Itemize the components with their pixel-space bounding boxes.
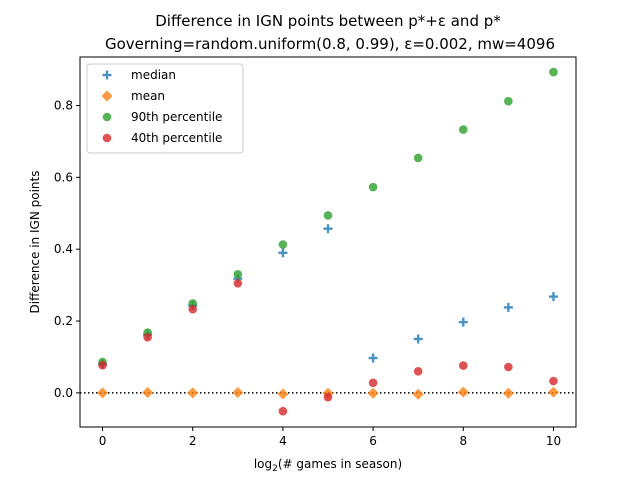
data-point: [458, 361, 468, 370]
data-point: [549, 67, 558, 77]
legend-marker: [102, 133, 112, 143]
data-point: [142, 387, 154, 399]
legend-label: 90th percentile: [131, 110, 222, 124]
data-point: [278, 406, 288, 416]
data-point: [233, 270, 243, 279]
x-axis-label-subscript: 2: [272, 464, 278, 474]
legend-marker: [102, 112, 112, 122]
data-point: [503, 302, 513, 312]
x-axis-label-prefix: log: [254, 457, 272, 471]
data-point: [413, 367, 423, 376]
data-point: [502, 387, 514, 399]
legend-label: 40th percentile: [131, 131, 222, 145]
y-tick-label: 0.6: [54, 170, 73, 184]
legend-label: median: [131, 68, 176, 82]
x-tick-label: 6: [369, 434, 377, 448]
y-axis: 0.0 0.2 0.4 0.6 0.8: [54, 98, 80, 400]
data-point: [323, 224, 333, 234]
data-point: [368, 353, 378, 363]
data-point: [367, 387, 379, 399]
y-axis-label: Difference in IGN points: [28, 171, 42, 314]
x-axis-label-suffix: (# games in season): [278, 457, 402, 471]
series-median: [98, 224, 558, 369]
data-point: [232, 387, 244, 399]
data-point: [368, 378, 378, 388]
y-tick-label: 0.4: [54, 242, 73, 256]
x-tick-label: 8: [459, 434, 467, 448]
data-point: [97, 387, 109, 399]
legend-marker: [102, 70, 112, 80]
legend: median mean 90th percentile 40th percentile: [86, 63, 244, 154]
data-point: [504, 362, 513, 372]
y-tick-label: 0.8: [54, 98, 73, 112]
series-40th-percentile: [98, 279, 558, 416]
data-point: [188, 304, 198, 314]
legend-marker: [101, 90, 113, 102]
data-point: [547, 386, 559, 398]
data-point: [278, 240, 288, 249]
data-point: [278, 248, 288, 258]
chart-title: Difference in IGN points between p*+ε an…: [155, 12, 501, 30]
data-point: [143, 332, 152, 342]
x-tick-label: 2: [189, 434, 197, 448]
legend-label: mean: [131, 89, 165, 103]
data-marks: [97, 67, 559, 416]
data-point: [323, 211, 333, 220]
x-tick-label: 4: [279, 434, 287, 448]
data-point: [412, 388, 424, 400]
data-point: [187, 387, 199, 399]
x-tick-label: 10: [546, 434, 561, 448]
x-axis: 0 2 4 6 8 10: [99, 427, 561, 448]
data-point: [277, 388, 289, 400]
data-point: [368, 182, 378, 192]
data-point: [98, 360, 107, 370]
data-point: [504, 96, 513, 106]
data-point: [548, 292, 558, 302]
chart-subtitle: Governing=random.uniform(0.8, 0.99), ε=0…: [105, 35, 555, 53]
data-point: [413, 334, 423, 344]
legend-box: [86, 63, 244, 154]
y-tick-label: 0.0: [54, 386, 73, 400]
x-tick-label: 0: [99, 434, 107, 448]
data-point: [458, 125, 468, 134]
data-point: [323, 392, 333, 402]
data-point: [549, 376, 558, 386]
plot-frame: [79, 56, 577, 428]
data-point: [457, 386, 469, 398]
data-point: [413, 153, 423, 163]
y-tick-label: 0.2: [54, 314, 73, 328]
data-point: [458, 317, 468, 327]
data-point: [233, 279, 243, 288]
x-axis-label: log2(# games in season): [254, 457, 402, 474]
